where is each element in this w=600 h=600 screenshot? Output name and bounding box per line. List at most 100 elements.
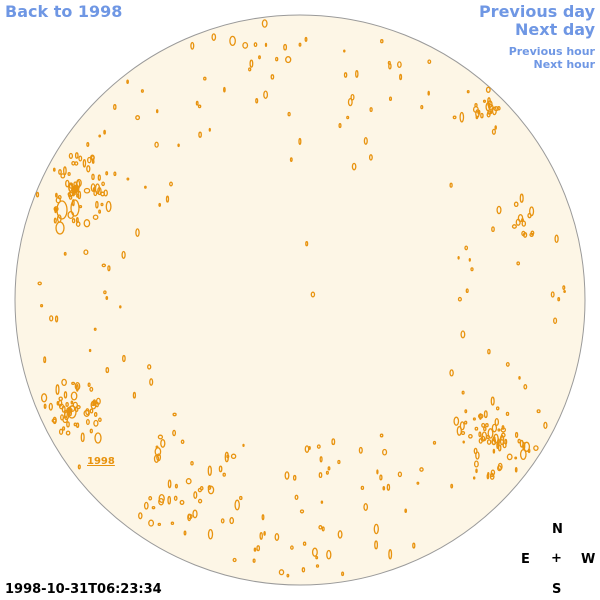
contour-speck <box>488 103 494 111</box>
contour-speck <box>264 42 268 48</box>
contour-speck <box>60 414 64 421</box>
contour-speck <box>63 166 67 176</box>
contour-speck <box>226 454 230 459</box>
contour-speck <box>89 428 93 434</box>
contour-speck <box>242 41 249 49</box>
contour-speck <box>355 69 359 78</box>
compass-west: W <box>581 552 596 567</box>
contour-speck <box>483 426 487 432</box>
contour-speck <box>491 128 496 135</box>
observation-timestamp: 1998-10-31T06:23:34 <box>5 582 162 597</box>
contour-speck <box>153 454 160 463</box>
contour-speck <box>449 182 453 188</box>
back-to-year-link[interactable]: Back to 1998 <box>5 2 123 21</box>
contour-speck <box>75 221 81 227</box>
contour-speck <box>167 479 172 489</box>
contour-speck <box>92 187 96 192</box>
contour-speck <box>165 195 170 203</box>
contour-speck <box>68 409 72 413</box>
contour-speck <box>358 446 363 454</box>
contour-speck <box>562 285 566 290</box>
contour-speck <box>222 472 226 477</box>
contour-speck <box>472 417 476 421</box>
contour-speck <box>179 499 185 505</box>
contour-speck <box>382 486 386 491</box>
contour-speck <box>310 291 316 298</box>
contour-speck <box>504 438 508 445</box>
contour-speck <box>91 173 95 181</box>
contour-speck <box>113 171 117 177</box>
contour-speck <box>497 428 501 432</box>
contour-speck <box>86 165 91 173</box>
contour-speck <box>351 162 357 171</box>
contour-speck <box>485 86 491 93</box>
contour-speck <box>302 541 307 546</box>
contour-speck <box>513 201 519 208</box>
contour-speck <box>341 571 345 577</box>
contour-speck <box>404 508 408 513</box>
contour-speck <box>523 384 528 390</box>
contour-speck <box>450 483 454 489</box>
contour-speck <box>95 200 99 209</box>
contour-speck <box>70 391 78 401</box>
contour-speck <box>55 384 60 396</box>
contour-speck <box>261 19 268 28</box>
contour-speck <box>298 137 302 145</box>
contour-speck <box>489 110 493 115</box>
contour-speck <box>514 431 519 438</box>
contour-speck <box>489 473 495 480</box>
contour-speck <box>35 191 40 198</box>
contour-speck <box>170 521 175 526</box>
contour-speck <box>140 89 144 93</box>
contour-speck <box>376 469 379 475</box>
contour-speck <box>155 109 159 114</box>
contour-speck <box>427 59 432 65</box>
contour-speck <box>292 474 297 481</box>
previous-day-link[interactable]: Previous day <box>478 2 595 21</box>
contour-speck <box>234 499 240 511</box>
contour-speck <box>58 428 64 435</box>
contour-speck <box>432 440 437 445</box>
contour-speck <box>495 406 500 411</box>
contour-speck <box>78 155 83 162</box>
contour-speck <box>373 523 379 535</box>
contour-speck <box>101 263 107 268</box>
contour-speck <box>258 55 261 60</box>
contour-speck <box>523 441 531 452</box>
contour-speck <box>350 93 355 101</box>
contour-speck <box>475 109 480 118</box>
contour-speck <box>190 41 195 50</box>
contour-speck <box>490 396 495 406</box>
contour-speck <box>93 327 97 331</box>
contour-speck <box>460 430 466 436</box>
active-region-label[interactable]: 1998 <box>87 456 115 467</box>
contour-speck <box>480 112 484 119</box>
contour-speck <box>135 228 140 237</box>
contour-speck <box>347 97 353 107</box>
contour-speck <box>192 509 198 519</box>
contour-speck <box>148 519 155 527</box>
next-day-link[interactable]: Next day <box>515 20 595 39</box>
contour-speck <box>379 474 383 481</box>
contour-speck <box>121 250 126 259</box>
contour-speck <box>283 43 288 51</box>
contour-speck <box>68 194 73 200</box>
contour-speck <box>500 432 506 438</box>
contour-speck <box>485 102 491 112</box>
contour-speck <box>53 217 57 224</box>
contour-speck <box>483 410 488 419</box>
next-hour-link[interactable]: Next hour <box>533 58 596 71</box>
contour-speck <box>496 106 501 111</box>
contour-speck <box>554 234 559 244</box>
contour-speck <box>220 518 225 524</box>
previous-hour-link[interactable]: Previous hour <box>508 45 595 58</box>
contour-speck <box>135 115 141 121</box>
contour-speck <box>284 471 290 480</box>
contour-speck <box>253 42 258 48</box>
contour-speck <box>218 465 223 473</box>
contour-speck <box>374 540 379 550</box>
contour-speck <box>472 476 476 480</box>
contour-speck <box>57 194 62 200</box>
contour-speck <box>230 453 237 460</box>
contour-speck <box>107 265 111 272</box>
